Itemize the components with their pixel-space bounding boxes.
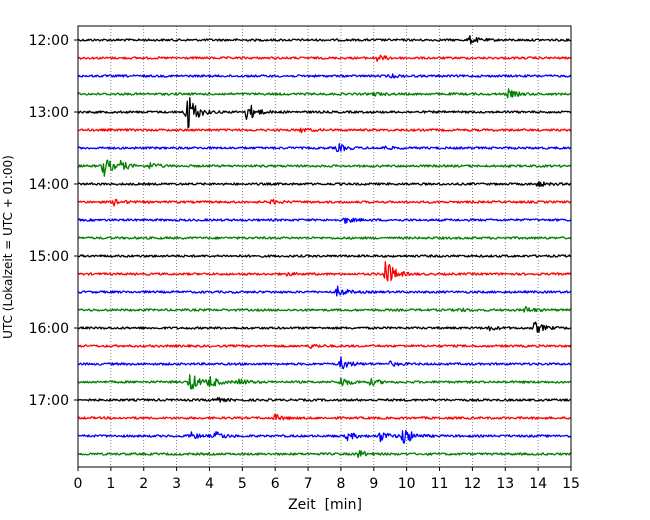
x-tick-label: 11 <box>431 476 449 492</box>
trace-1730 <box>77 429 572 444</box>
x-tick-label: 14 <box>529 476 547 492</box>
y-tick-label: 16:00 <box>29 321 69 337</box>
trace-1500 <box>77 254 572 258</box>
trace-1630 <box>77 356 572 370</box>
trace-1515 <box>77 261 572 282</box>
x-tick-label: 3 <box>172 476 181 492</box>
x-axis-label: Zeit [min] <box>288 497 362 513</box>
plot-frame <box>77 25 572 468</box>
trace-1745 <box>77 449 572 459</box>
trace-1430 <box>77 217 572 224</box>
trace-1245 <box>77 88 572 99</box>
trace-1600 <box>77 321 572 333</box>
x-axis: 0 1 2 3 4 5 6 7 8 9 10 11 12 13 14 15 <box>74 467 580 492</box>
trace-1345 <box>77 159 572 177</box>
traces <box>77 34 572 459</box>
trace-1215 <box>77 54 572 63</box>
trace-1645 <box>77 374 572 390</box>
y-tick-label: 15:00 <box>29 249 69 265</box>
x-tick-label: 12 <box>463 476 481 492</box>
x-tick-label: 8 <box>336 476 345 492</box>
trace-1230 <box>77 73 572 79</box>
trace-1300 <box>77 97 572 129</box>
trace-1330 <box>77 143 572 153</box>
y-tick-label: 12:00 <box>29 33 69 49</box>
x-tick-label: 2 <box>139 476 148 492</box>
x-tick-label: 10 <box>398 476 416 492</box>
x-tick-label: 6 <box>271 476 280 492</box>
trace-1415 <box>77 198 572 207</box>
x-tick-label: 4 <box>205 476 214 492</box>
trace-1400 <box>77 180 572 188</box>
x-tick-label: 0 <box>74 476 83 492</box>
trace-1700 <box>77 397 572 403</box>
x-tick-label: 5 <box>238 476 247 492</box>
x-tick-label: 1 <box>106 476 115 492</box>
x-tick-label: 9 <box>369 476 378 492</box>
trace-1315 <box>77 127 572 134</box>
trace-1530 <box>77 285 572 297</box>
trace-1715 <box>77 413 572 421</box>
y-tick-label: 14:00 <box>29 177 69 193</box>
y-tick-label: 13:00 <box>29 105 69 121</box>
y-axis: 12:00 13:00 14:00 15:00 16:00 17:00 <box>29 33 78 409</box>
x-tick-label: 7 <box>304 476 313 492</box>
x-tick-label: 13 <box>496 476 514 492</box>
trace-1445 <box>77 236 572 240</box>
x-tick-label: 15 <box>562 476 580 492</box>
y-tick-label: 17:00 <box>29 393 69 409</box>
trace-1545 <box>77 306 572 313</box>
trace-1615 <box>77 343 572 349</box>
y-axis-label: UTC (Lokalzeit = UTC + 01:00) <box>1 155 15 339</box>
trace-1200 <box>77 34 572 45</box>
